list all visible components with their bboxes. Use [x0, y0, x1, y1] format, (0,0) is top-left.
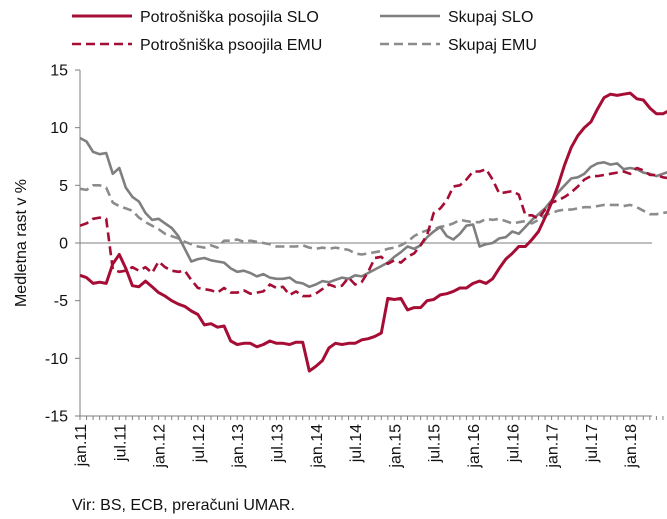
- legend-label: Potrošniška psoojila EMU: [140, 37, 322, 54]
- series-line-2: [79, 136, 667, 289]
- source-note: Vir: BS, ECB, preračuni UMAR.: [72, 497, 295, 514]
- x-tick-label: jan.11: [73, 424, 90, 468]
- x-tick-label: jul.12: [191, 424, 208, 463]
- series-line-1: [79, 91, 667, 373]
- series-layer: [79, 91, 667, 373]
- legend-label: Skupaj EMU: [448, 37, 537, 54]
- legend-label: Potrošniška posojila SLO: [140, 9, 319, 26]
- y-tick-label: -15: [45, 409, 68, 426]
- x-tick-label: jul.15: [427, 424, 444, 463]
- y-tick-label: 10: [50, 120, 68, 137]
- x-tick-label: jan.14: [309, 424, 326, 469]
- legend-label: Skupaj SLO: [448, 9, 533, 26]
- x-tick-label: jul.13: [270, 424, 287, 463]
- y-tick-label: -10: [45, 351, 68, 368]
- y-tick-label: 5: [59, 178, 68, 195]
- y-tick-label: -5: [54, 293, 68, 310]
- y-tick-label: 0: [59, 236, 68, 253]
- x-tick-label: jan.15: [387, 424, 404, 469]
- x-tick-label: jan.18: [623, 424, 640, 469]
- x-tick-label: jul.16: [505, 424, 522, 463]
- y-axis-title: Medletna rast v %: [13, 179, 30, 307]
- x-tick-label: jan.17: [545, 424, 562, 469]
- x-tick-label: jan.12: [152, 424, 169, 469]
- series-line-4: [79, 184, 667, 256]
- x-tick-label: jul.17: [584, 424, 601, 463]
- x-tick-label: jan.16: [466, 424, 483, 469]
- x-tick-label: jan.13: [230, 424, 247, 469]
- x-tick-label: jul.14: [348, 424, 365, 463]
- y-tick-label: 15: [50, 63, 68, 80]
- x-tick-label: jul.11: [112, 424, 129, 462]
- legend: Potrošniška posojila SLO Skupaj SLO Potroš…: [72, 9, 537, 54]
- series-line-3: [79, 166, 667, 298]
- axes: 15 10 5 0 -5 -10 -15 jan.11 jul.11 jan.12 jul.12 ja…: [45, 63, 664, 469]
